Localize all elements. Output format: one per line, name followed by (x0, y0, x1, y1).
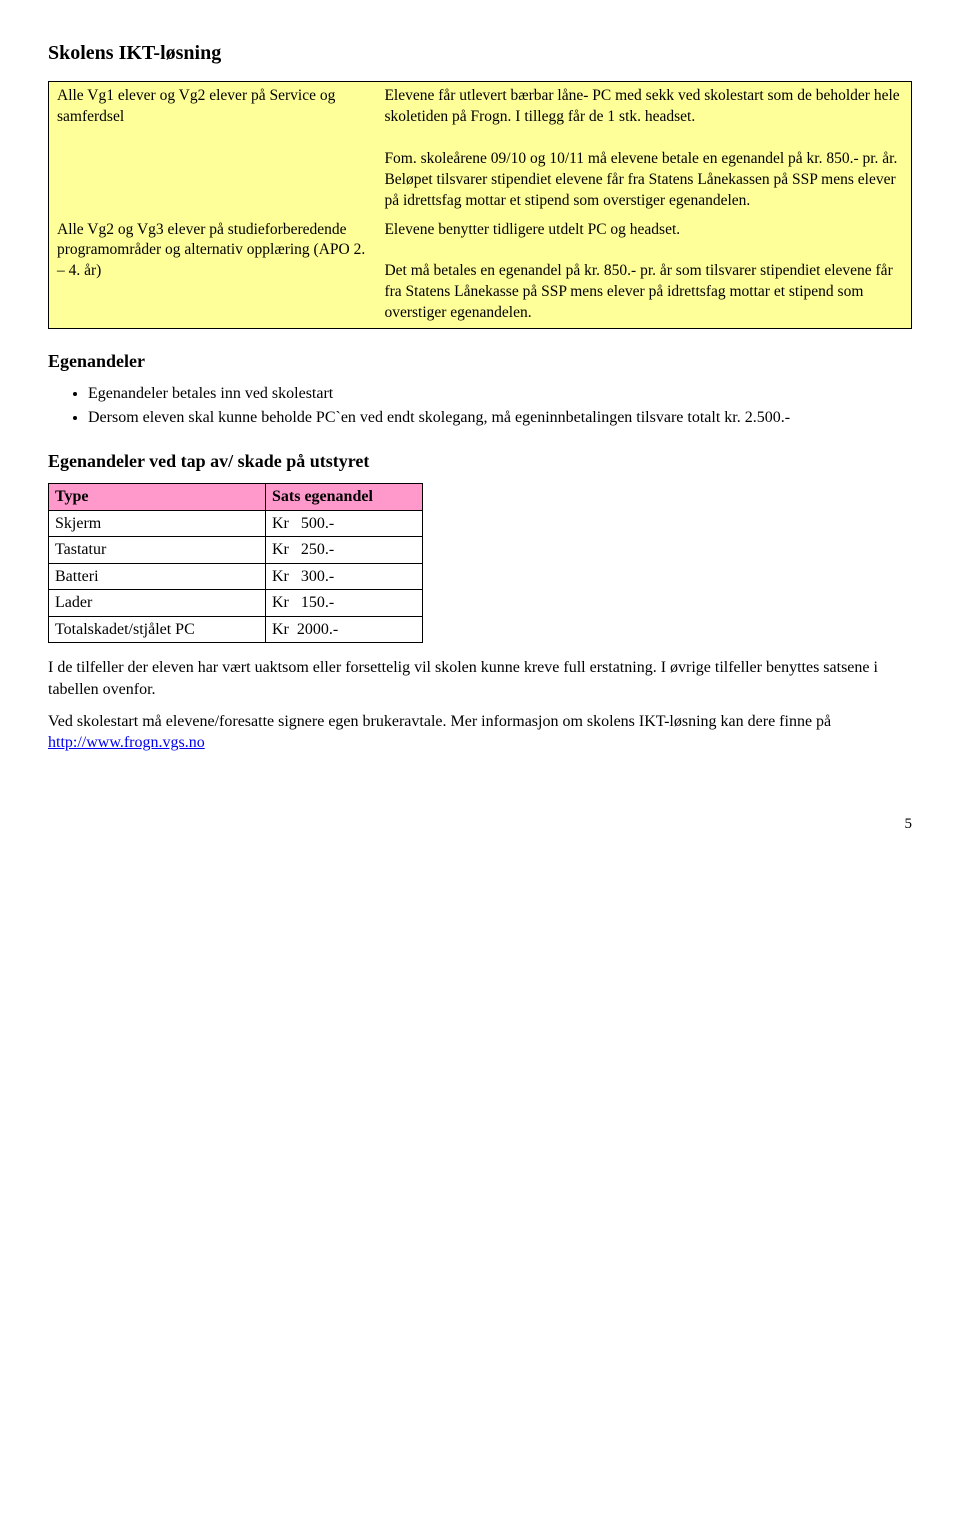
table-cell-right: Elevene benytter tidligere utdelt PC og … (376, 216, 911, 329)
table-cell: Kr 2000.- (266, 616, 423, 643)
table-cell: Lader (49, 590, 266, 617)
table-row: SkjermKr 500.- (49, 510, 423, 537)
table-row: Alle Vg1 elever og Vg2 elever på Service… (49, 82, 912, 216)
table-header: Type (49, 483, 266, 510)
table-cell: Totalskadet/stjålet PC (49, 616, 266, 643)
table-cell-right: Elevene får utlevert bærbar låne- PC med… (376, 82, 911, 216)
para-brukeravtale: Ved skolestart må elevene/foresatte sign… (48, 711, 912, 754)
table-cell-left: Alle Vg1 elever og Vg2 elever på Service… (49, 82, 377, 216)
table-header: Sats egenandel (266, 483, 423, 510)
list-item: Dersom eleven skal kunne beholde PC`en v… (88, 407, 912, 429)
table-cell: Kr 250.- (266, 537, 423, 564)
table-cell: Kr 500.- (266, 510, 423, 537)
ikt-table: Alle Vg1 elever og Vg2 elever på Service… (48, 81, 912, 329)
page-number: 5 (48, 814, 912, 834)
table-row: LaderKr 150.- (49, 590, 423, 617)
table-row: Totalskadet/stjålet PCKr 2000.- (49, 616, 423, 643)
egenandeler-bullets: Egenandeler betales inn ved skolestartDe… (48, 383, 912, 428)
egenandeler-heading: Egenandeler (48, 349, 912, 373)
egenandeler-skade-heading: Egenandeler ved tap av/ skade på utstyre… (48, 449, 912, 473)
list-item: Egenandeler betales inn ved skolestart (88, 383, 912, 405)
table-cell: Skjerm (49, 510, 266, 537)
table-row: BatteriKr 300.- (49, 563, 423, 590)
sats-table: TypeSats egenandel SkjermKr 500.-Tastatu… (48, 483, 423, 644)
table-cell: Kr 300.- (266, 563, 423, 590)
para-brukeravtale-text: Ved skolestart må elevene/foresatte sign… (48, 713, 831, 730)
frogn-link[interactable]: http://www.frogn.vgs.no (48, 734, 205, 751)
table-row: TastaturKr 250.- (49, 537, 423, 564)
para-erstatning: I de tilfeller der eleven har vært uakts… (48, 657, 912, 700)
table-cell: Kr 150.- (266, 590, 423, 617)
page-title: Skolens IKT-løsning (48, 40, 912, 67)
table-cell: Tastatur (49, 537, 266, 564)
table-cell: Batteri (49, 563, 266, 590)
table-row: Alle Vg2 og Vg3 elever på studieforbered… (49, 216, 912, 329)
table-cell-left: Alle Vg2 og Vg3 elever på studieforbered… (49, 216, 377, 329)
